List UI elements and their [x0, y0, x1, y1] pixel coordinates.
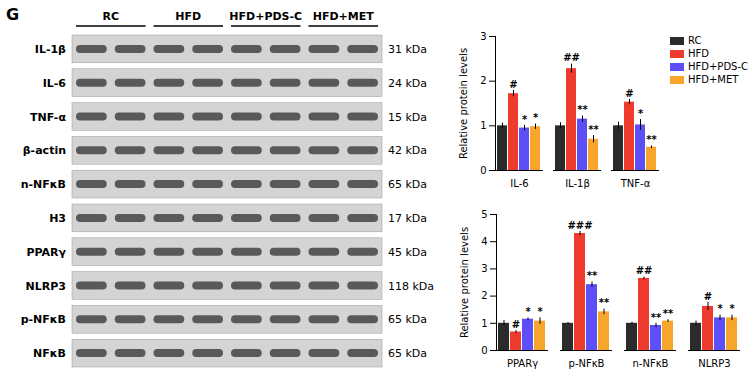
svg-text:p-NFκB: p-NFκB	[569, 358, 605, 369]
svg-text:2: 2	[480, 75, 486, 86]
svg-text:**: **	[587, 270, 598, 281]
svg-text:RC: RC	[102, 10, 119, 23]
svg-text:0: 0	[481, 345, 487, 356]
svg-text:65 kDa: 65 kDa	[388, 178, 427, 191]
svg-text:HFD+MET: HFD+MET	[313, 10, 375, 23]
svg-text:G: G	[6, 5, 19, 24]
svg-text:*: *	[525, 306, 531, 317]
svg-text:β-actin: β-actin	[23, 144, 66, 157]
svg-text:TNF-α: TNF-α	[30, 111, 66, 124]
svg-text:NFκB: NFκB	[33, 347, 66, 360]
svg-text:**: **	[651, 312, 662, 323]
html-text:RC: RC	[688, 35, 702, 46]
svg-text:n-NFκB: n-NFκB	[21, 178, 66, 191]
svg-text:**: **	[588, 124, 599, 135]
svg-text:**: **	[646, 134, 657, 145]
svg-text:0: 0	[480, 165, 486, 176]
svg-text:**: **	[577, 104, 588, 115]
svg-text:#: #	[509, 79, 517, 90]
svg-text:IL-1β: IL-1β	[565, 178, 590, 189]
svg-text:42 kDa: 42 kDa	[388, 144, 427, 157]
svg-text:15 kDa: 15 kDa	[388, 111, 427, 124]
svg-text:Relative protein levels: Relative protein levels	[458, 48, 469, 159]
svg-text:n-NFκB: n-NFκB	[633, 358, 669, 369]
svg-text:4: 4	[481, 236, 487, 247]
svg-text:*: *	[533, 112, 539, 123]
svg-text:#: #	[704, 291, 712, 302]
svg-text:3: 3	[480, 31, 486, 42]
html-text:HFD+PDS-C: HFD+PDS-C	[688, 61, 748, 72]
svg-text:p-NFκB: p-NFκB	[21, 313, 66, 326]
svg-text:IL-1β: IL-1β	[35, 43, 66, 56]
html-text:HFD: HFD	[688, 48, 709, 59]
svg-text:3: 3	[481, 263, 487, 274]
svg-text:**: **	[663, 308, 674, 319]
svg-text:**: **	[599, 297, 610, 308]
svg-text:HFD: HFD	[175, 10, 201, 23]
svg-text:#: #	[512, 319, 520, 330]
svg-text:IL-6: IL-6	[510, 178, 528, 189]
svg-text:PPARγ: PPARγ	[26, 246, 66, 259]
svg-text:##: ##	[636, 265, 653, 276]
svg-text:###: ###	[567, 220, 592, 231]
svg-text:##: ##	[563, 52, 580, 63]
svg-text:*: *	[729, 303, 735, 314]
svg-text:1: 1	[480, 120, 486, 131]
svg-text:H3: H3	[49, 212, 66, 225]
svg-text:*: *	[537, 306, 543, 317]
svg-text:Relative protein levels: Relative protein levels	[459, 227, 470, 338]
svg-text:NLRP3: NLRP3	[698, 358, 730, 369]
svg-text:NLRP3: NLRP3	[26, 280, 66, 293]
svg-text:IL-6: IL-6	[43, 77, 67, 90]
svg-text:45 kDa: 45 kDa	[388, 246, 427, 259]
svg-text:1: 1	[481, 318, 487, 329]
svg-text:31 kDa: 31 kDa	[388, 43, 427, 56]
svg-text:5: 5	[481, 209, 487, 220]
svg-text:24 kDa: 24 kDa	[388, 77, 427, 90]
svg-text:HFD+PDS-C: HFD+PDS-C	[229, 10, 302, 23]
html-text:HFD+MET: HFD+MET	[688, 74, 739, 85]
svg-text:65 kDa: 65 kDa	[388, 313, 427, 326]
svg-text:2: 2	[481, 290, 487, 301]
svg-text:*: *	[717, 303, 723, 314]
svg-text:PPARγ: PPARγ	[507, 358, 538, 369]
svg-text:118 kDa: 118 kDa	[388, 280, 434, 293]
svg-text:65 kDa: 65 kDa	[388, 347, 427, 360]
svg-text:*: *	[522, 114, 528, 125]
svg-text:TNF-α: TNF-α	[620, 178, 651, 189]
svg-text:17 kDa: 17 kDa	[388, 212, 427, 225]
svg-text:#: #	[625, 88, 633, 99]
svg-text:*: *	[638, 108, 644, 119]
